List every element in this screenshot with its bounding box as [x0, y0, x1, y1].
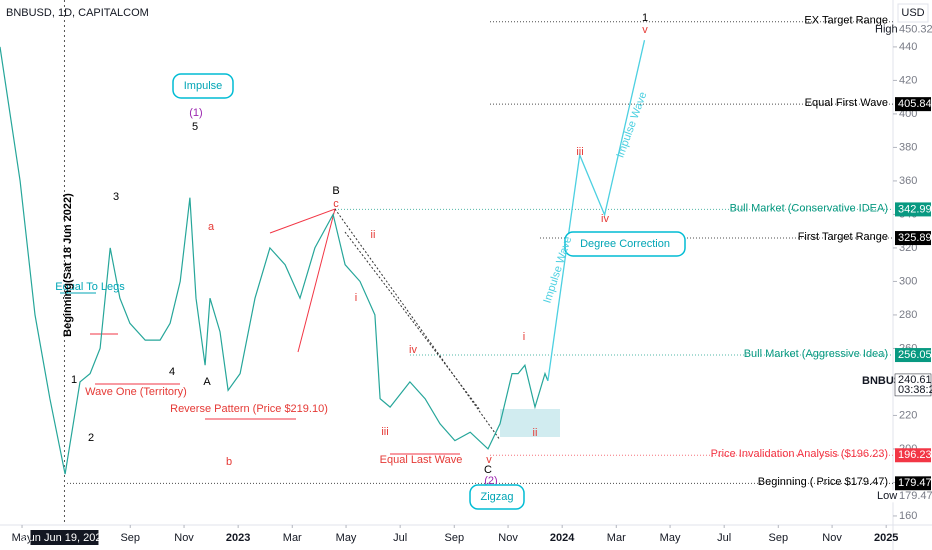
annotation: 2	[88, 432, 94, 444]
x-tick-label: Sep	[769, 532, 789, 544]
level-label: Equal First Wave	[805, 97, 888, 109]
high-label: High	[875, 24, 898, 36]
annotation: 1	[71, 374, 77, 386]
y-tick-label: 300	[899, 275, 917, 287]
annotation: C	[484, 464, 492, 476]
annotation: iii	[576, 146, 583, 158]
annotation: v	[486, 454, 492, 466]
price-tag-label: 325.89	[898, 232, 932, 244]
annotation: ii	[533, 427, 538, 439]
annotation: Wave One (Territory)	[85, 386, 187, 398]
annotation: Beginning(Sat 18 Jun 2022)	[62, 193, 74, 337]
x-tick-label: Sep	[120, 532, 140, 544]
price-tag-label: 342.99	[898, 203, 932, 215]
price-tag	[895, 97, 931, 112]
low-value: 179.47	[899, 490, 932, 502]
annotation: 1	[642, 12, 648, 24]
price-tag-label: 179.47	[898, 477, 932, 489]
annotation: Reverse Pattern (Price $219.10)	[170, 403, 328, 415]
annotation: Zigzag	[480, 491, 513, 503]
annotation: 5	[192, 121, 198, 133]
price-tag-label: 405.84	[898, 98, 932, 110]
level-label: First Target Range	[798, 231, 888, 243]
annotation-box	[469, 484, 525, 510]
annotation: c	[333, 198, 339, 210]
x-tick-label: Jul	[393, 532, 407, 544]
y-tick-label: 160	[899, 510, 917, 522]
x-tick-label: May	[12, 532, 33, 544]
x-tick-label: 2025	[874, 532, 898, 544]
last-tag	[894, 373, 932, 397]
annotation: iv	[409, 344, 417, 356]
annotation: i	[523, 331, 525, 343]
channel-line	[334, 208, 501, 441]
annotation: 3	[113, 191, 119, 203]
channel-line	[344, 231, 481, 411]
annotation: Equal To Legs	[55, 281, 125, 293]
crosshair-tag	[30, 530, 99, 545]
y-tick-label: 220	[899, 409, 917, 421]
level-label: Beginning ( Price $179.47)	[758, 476, 888, 488]
low-label: Low	[877, 490, 897, 502]
symbol-title: BNBUSD, 1D, CAPITALCOM	[6, 7, 149, 19]
price-tag	[895, 231, 931, 246]
x-tick-label: Nov	[498, 532, 518, 544]
annotation-box	[564, 231, 686, 257]
level-label: Price Invalidation Analysis ($196.23)	[711, 448, 888, 460]
annotation: B	[332, 185, 339, 197]
currency: USD	[901, 7, 924, 19]
annotation: Equal Last Wave	[380, 454, 463, 466]
currency-button[interactable]	[897, 3, 929, 23]
x-tick-label: May	[660, 532, 681, 544]
level-label: Bull Market (Conservative IDEA)	[730, 202, 888, 214]
y-tick-label: 380	[899, 141, 917, 153]
high-value: 450.32	[899, 24, 932, 36]
annotation: ii	[371, 229, 376, 241]
annotation: 4	[169, 366, 175, 378]
level-label: EX Target Range	[804, 15, 888, 27]
annotation: A	[203, 376, 211, 388]
price-tag-label: 256.05	[898, 349, 932, 361]
last-value: 240.61	[898, 374, 932, 386]
annotation: i	[355, 292, 357, 304]
x-tick-label: 2023	[226, 532, 250, 544]
level-label: Bull Market (Aggressive Idea)	[744, 348, 888, 360]
last-countdown: 03:38:26	[898, 384, 932, 396]
price-tag-label: 196.23	[898, 449, 932, 461]
x-tick-label: Sep	[444, 532, 464, 544]
annotation-box	[172, 73, 234, 99]
y-tick-label: 360	[899, 175, 917, 187]
price-tag	[895, 348, 931, 363]
rectangle-zone	[500, 409, 560, 437]
annotation: b	[226, 456, 232, 468]
projection-path	[547, 40, 646, 381]
price-tag	[895, 202, 931, 217]
low-bg	[872, 490, 932, 503]
annotation: iii	[381, 426, 388, 438]
annotation: iv	[601, 213, 609, 225]
price-line	[0, 46, 549, 475]
annotation: (2)	[484, 475, 497, 487]
annotation: v	[642, 24, 648, 36]
x-tick-label: Nov	[822, 532, 842, 544]
y-tick-label: 280	[899, 309, 917, 321]
annotation: a	[208, 221, 215, 233]
x-tick-label: Jul	[717, 532, 731, 544]
x-tick-label: May	[336, 532, 357, 544]
y-tick-label: 440	[899, 41, 917, 53]
annotation: (1)	[189, 107, 202, 119]
x-tick-label: Mar	[607, 532, 626, 544]
price-tag	[895, 476, 931, 491]
x-tick-label: Mar	[283, 532, 302, 544]
x-tick-label: Nov	[174, 532, 194, 544]
crosshair-label: Sun Jun 19, 2022	[21, 532, 107, 544]
annotation: Degree Correction	[580, 238, 670, 250]
y-tick-label: 420	[899, 74, 917, 86]
x-tick-label: 2024	[550, 532, 575, 544]
annotation: Impulse	[184, 80, 223, 92]
price-tag	[895, 448, 931, 463]
